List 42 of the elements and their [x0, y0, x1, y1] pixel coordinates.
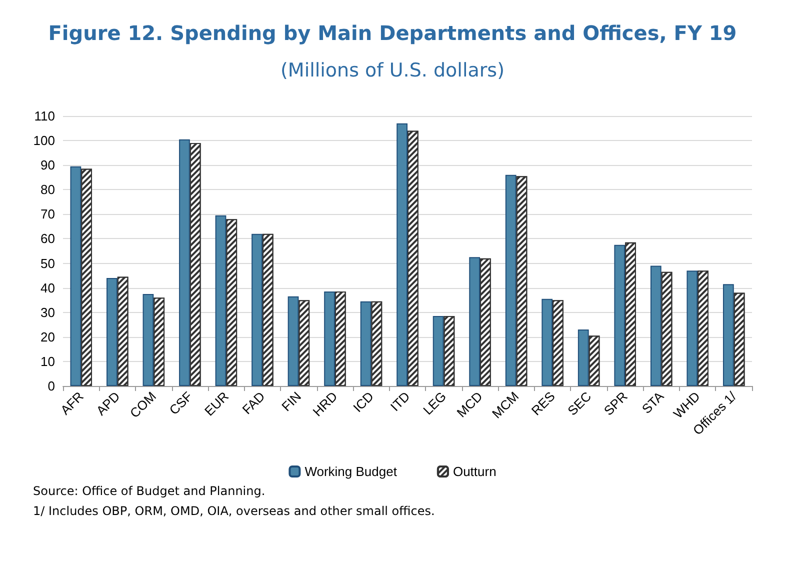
bar	[432, 316, 444, 386]
bar	[324, 292, 335, 386]
text: 1/ Includes OBP, ORM, OMD, OIA, overseas and other small offices.	[33, 504, 435, 518]
chart-title: Figure 12. Spending by Main Departments and Offices, FY 19	[48, 21, 737, 45]
bar	[288, 296, 299, 386]
x-tick-label: FIN	[278, 388, 304, 414]
bar	[106, 278, 118, 386]
y-tick-label: 100	[33, 133, 55, 148]
chart-subtitle: (Millions of U.S. dollars)	[280, 60, 504, 82]
y-tick-label: 30	[40, 304, 55, 320]
legend-label: Outturn	[452, 464, 496, 479]
y-tick-label: 110	[34, 108, 55, 124]
y-tick-label: 80	[40, 182, 55, 198]
x-tick-label: FAD	[239, 388, 268, 418]
bar	[542, 298, 553, 386]
y-tick-label: 90	[40, 158, 55, 173]
bar	[578, 330, 589, 386]
x-tick-label: STA	[638, 388, 667, 416]
bar	[215, 215, 226, 386]
bar	[686, 270, 698, 386]
bar	[360, 301, 372, 386]
bar	[650, 266, 662, 386]
y-tick-label: 10	[40, 354, 55, 369]
y-tick-label: 40	[40, 280, 55, 296]
source-note: Source: Office of Budget and Planning.	[33, 484, 266, 498]
y-tick-label: 70	[40, 206, 55, 222]
bar	[396, 123, 408, 386]
bar	[614, 244, 626, 386]
bar	[722, 284, 734, 386]
x-tick-label: ICD	[350, 388, 377, 416]
bar	[469, 257, 480, 386]
legend-label: Working Budget	[304, 464, 398, 479]
bar	[70, 166, 82, 386]
bar	[252, 234, 262, 386]
bar	[179, 139, 190, 386]
y-tick-label: 20	[40, 329, 55, 344]
bar	[505, 174, 516, 386]
y-tick-label: 0	[48, 378, 55, 394]
y-tick-label: 60	[40, 231, 55, 246]
bar	[142, 294, 154, 386]
y-tick-label: 50	[40, 256, 55, 271]
x-tick-label: ITD	[387, 388, 413, 414]
